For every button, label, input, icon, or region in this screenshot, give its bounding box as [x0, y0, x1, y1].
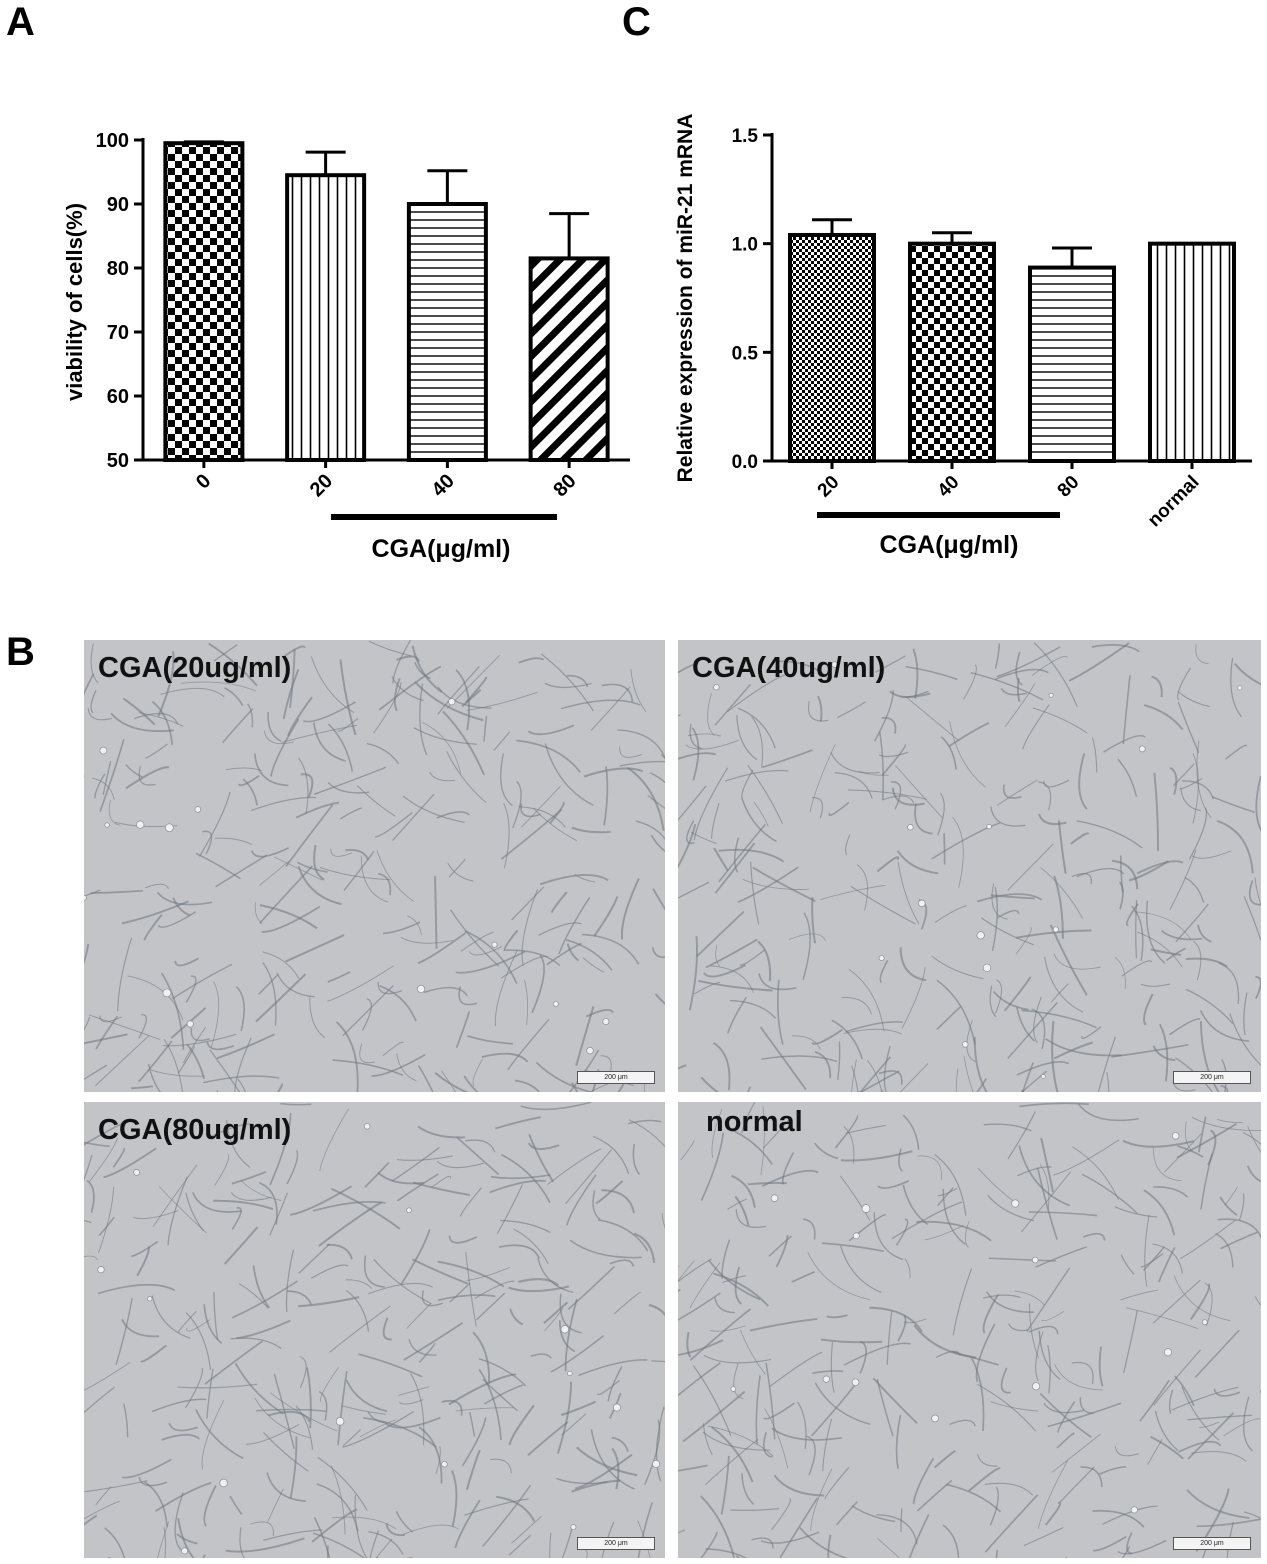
panel-letter-a: A [6, 0, 35, 44]
x-tick-label: 20 [306, 470, 337, 501]
micrograph-label: CGA(40ug/ml) [692, 652, 886, 684]
micrograph-label: normal [706, 1106, 803, 1138]
panel-letter-b: B [6, 630, 35, 674]
x-tick-label: 20 [814, 472, 844, 502]
bar-0 [163, 141, 245, 462]
y-tick-label: 90 [107, 194, 129, 216]
micrograph-cga-20: CGA(20ug/ml) 200 μm [84, 640, 665, 1092]
y-tick-label: 100 [96, 130, 129, 152]
bar-40 [908, 241, 996, 463]
chart-a-xlabel: CGA(μg/ml) [372, 535, 511, 563]
y-tick-label: 0.5 [732, 343, 759, 364]
scale-bar: 200 μm [577, 1537, 655, 1550]
micrograph-cga-80: CGA(80ug/ml) 200 μm [84, 1102, 665, 1558]
chart-c-mir21: 20 40 80 normal 0.0 0.5 1.0 1.5 Relative expres… [674, 114, 1252, 559]
y-tick-label: 1.5 [732, 126, 759, 147]
y-tick-label: 50 [107, 450, 129, 472]
chart-a-ylabel: viability of cells(%) [62, 203, 87, 401]
scale-bar: 200 μm [577, 1071, 655, 1084]
bar-40 [406, 202, 488, 462]
micrograph-label: CGA(20ug/ml) [98, 652, 292, 684]
micrograph-cga-40: CGA(40ug/ml) 200 μm [678, 640, 1261, 1092]
bar-normal [1148, 241, 1236, 463]
micrograph-normal: normal 200 μm [678, 1102, 1261, 1558]
chart-a-viability: 0 20 40 80 50 60 70 80 90 100 viability of cells(… [62, 130, 630, 563]
y-tick-label: 60 [107, 386, 129, 408]
scale-bar: 200 μm [1173, 1537, 1251, 1550]
y-tick-label: 0.0 [732, 452, 758, 473]
chart-c-ylabel: Relative expression of miR-21 mRNA [674, 114, 697, 483]
scale-bar: 200 μm [1173, 1071, 1251, 1084]
chart-c-xlabel: CGA(μg/ml) [880, 531, 1019, 559]
x-tick-label: 80 [1054, 472, 1084, 502]
bar-80 [528, 256, 610, 462]
x-tick-label: 80 [549, 470, 580, 501]
y-tick-label: 1.0 [732, 235, 758, 256]
panel-letter-c: C [622, 0, 651, 44]
bar-80 [1028, 265, 1116, 463]
micrograph-label: CGA(80ug/ml) [98, 1114, 292, 1146]
x-tick-label: 40 [428, 470, 459, 501]
x-tick-label: 40 [934, 472, 964, 502]
y-tick-label: 70 [107, 322, 129, 344]
x-tick-label: normal [1144, 472, 1204, 532]
bar-20 [788, 232, 876, 463]
bar-20 [285, 173, 367, 462]
y-tick-label: 80 [107, 258, 129, 280]
x-tick-label: 0 [192, 470, 215, 493]
